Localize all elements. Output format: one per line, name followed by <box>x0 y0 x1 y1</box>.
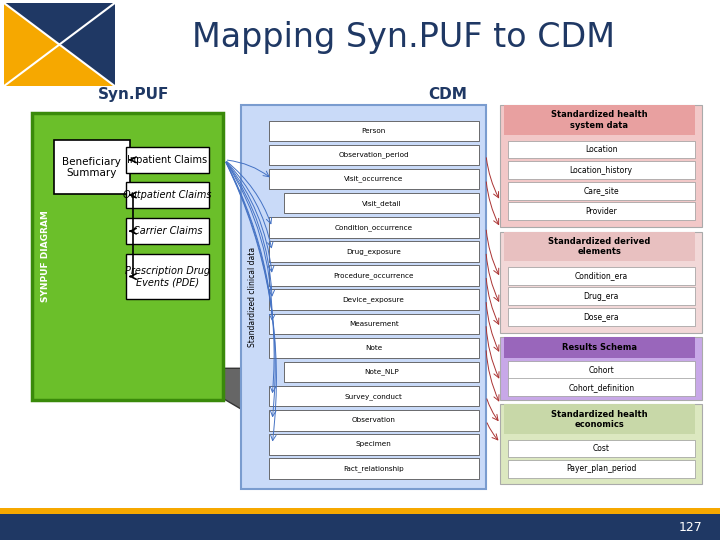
Polygon shape <box>4 3 115 45</box>
FancyBboxPatch shape <box>269 169 479 190</box>
Text: Inpatient Claims: Inpatient Claims <box>127 155 207 165</box>
Bar <box>0 514 720 540</box>
Text: Specimen: Specimen <box>356 441 392 448</box>
FancyBboxPatch shape <box>508 460 695 477</box>
Bar <box>0 508 720 514</box>
FancyBboxPatch shape <box>508 308 695 326</box>
Text: Procedure_occurrence: Procedure_occurrence <box>333 272 414 279</box>
Text: Location_history: Location_history <box>570 166 633 174</box>
FancyBboxPatch shape <box>508 287 695 305</box>
FancyBboxPatch shape <box>126 182 209 208</box>
FancyBboxPatch shape <box>504 105 695 135</box>
FancyBboxPatch shape <box>269 458 479 479</box>
Text: Measurement: Measurement <box>348 321 399 327</box>
FancyBboxPatch shape <box>500 337 702 400</box>
FancyBboxPatch shape <box>508 202 695 220</box>
Text: Survey_conduct: Survey_conduct <box>345 393 402 400</box>
FancyBboxPatch shape <box>269 241 479 262</box>
FancyBboxPatch shape <box>504 232 695 261</box>
FancyBboxPatch shape <box>500 232 702 333</box>
FancyBboxPatch shape <box>508 161 695 179</box>
Text: Standardized health
economics: Standardized health economics <box>551 409 648 429</box>
Text: CDM: CDM <box>428 87 467 102</box>
Text: Condition_occurrence: Condition_occurrence <box>335 224 413 231</box>
Text: Carrier Claims: Carrier Claims <box>132 226 202 236</box>
Text: Dose_era: Dose_era <box>583 312 619 321</box>
Text: Visit_occurrence: Visit_occurrence <box>344 176 403 183</box>
Text: Drug_era: Drug_era <box>583 292 619 301</box>
FancyBboxPatch shape <box>269 386 479 407</box>
Text: Note_NLP: Note_NLP <box>364 369 399 375</box>
FancyBboxPatch shape <box>508 182 695 200</box>
FancyBboxPatch shape <box>508 379 695 396</box>
FancyBboxPatch shape <box>269 217 479 238</box>
FancyBboxPatch shape <box>504 404 695 434</box>
FancyBboxPatch shape <box>284 362 479 382</box>
FancyBboxPatch shape <box>269 314 479 334</box>
Text: Cohort: Cohort <box>588 366 614 375</box>
FancyBboxPatch shape <box>508 267 695 285</box>
Text: Outpatient Claims: Outpatient Claims <box>123 190 212 200</box>
FancyBboxPatch shape <box>126 147 209 173</box>
Polygon shape <box>4 3 60 86</box>
Text: Provider: Provider <box>585 207 617 215</box>
Text: Note: Note <box>365 345 382 351</box>
Text: Mapping Syn.PUF to CDM: Mapping Syn.PUF to CDM <box>192 21 615 55</box>
FancyBboxPatch shape <box>241 105 486 489</box>
FancyBboxPatch shape <box>32 113 223 400</box>
FancyBboxPatch shape <box>269 338 479 358</box>
Polygon shape <box>86 316 263 410</box>
Text: Cost: Cost <box>593 444 610 453</box>
Text: Payer_plan_period: Payer_plan_period <box>566 464 636 473</box>
Text: Observation_period: Observation_period <box>338 152 409 158</box>
Text: Condition_era: Condition_era <box>575 272 628 280</box>
Text: Results Schema: Results Schema <box>562 343 637 352</box>
FancyBboxPatch shape <box>126 218 209 244</box>
Text: 127: 127 <box>678 521 702 534</box>
Text: Prescription Drug
Events (PDE): Prescription Drug Events (PDE) <box>125 266 210 287</box>
FancyBboxPatch shape <box>508 361 695 379</box>
FancyBboxPatch shape <box>269 434 479 455</box>
FancyBboxPatch shape <box>508 141 695 159</box>
Text: SYNPUF DIAGRAM: SYNPUF DIAGRAM <box>41 211 50 302</box>
Text: Person: Person <box>361 128 386 134</box>
Polygon shape <box>60 3 115 86</box>
Text: Care_site: Care_site <box>583 186 619 195</box>
FancyBboxPatch shape <box>54 140 130 194</box>
FancyBboxPatch shape <box>269 289 479 310</box>
Text: Device_exposure: Device_exposure <box>343 296 405 303</box>
Text: Beneficiary
Summary: Beneficiary Summary <box>63 157 121 178</box>
Text: Standardized clinical data: Standardized clinical data <box>248 247 257 347</box>
Text: Standardized health
system data: Standardized health system data <box>551 111 648 130</box>
Text: Visit_detail: Visit_detail <box>362 200 401 207</box>
FancyBboxPatch shape <box>500 404 702 484</box>
Text: Observation: Observation <box>352 417 395 423</box>
FancyBboxPatch shape <box>284 193 479 213</box>
Text: Syn.PUF: Syn.PUF <box>97 87 169 102</box>
Text: Standardized derived
elements: Standardized derived elements <box>548 237 651 256</box>
FancyBboxPatch shape <box>269 265 479 286</box>
Text: Drug_exposure: Drug_exposure <box>346 248 401 255</box>
Text: Cohort_definition: Cohort_definition <box>568 383 634 392</box>
FancyBboxPatch shape <box>508 440 695 457</box>
FancyBboxPatch shape <box>269 410 479 430</box>
Text: Location: Location <box>585 145 618 154</box>
Text: Fact_relationship: Fact_relationship <box>343 465 404 472</box>
FancyBboxPatch shape <box>504 337 695 357</box>
FancyBboxPatch shape <box>269 145 479 165</box>
FancyBboxPatch shape <box>500 105 702 227</box>
FancyBboxPatch shape <box>126 254 209 299</box>
FancyBboxPatch shape <box>269 120 479 141</box>
Polygon shape <box>4 45 115 86</box>
